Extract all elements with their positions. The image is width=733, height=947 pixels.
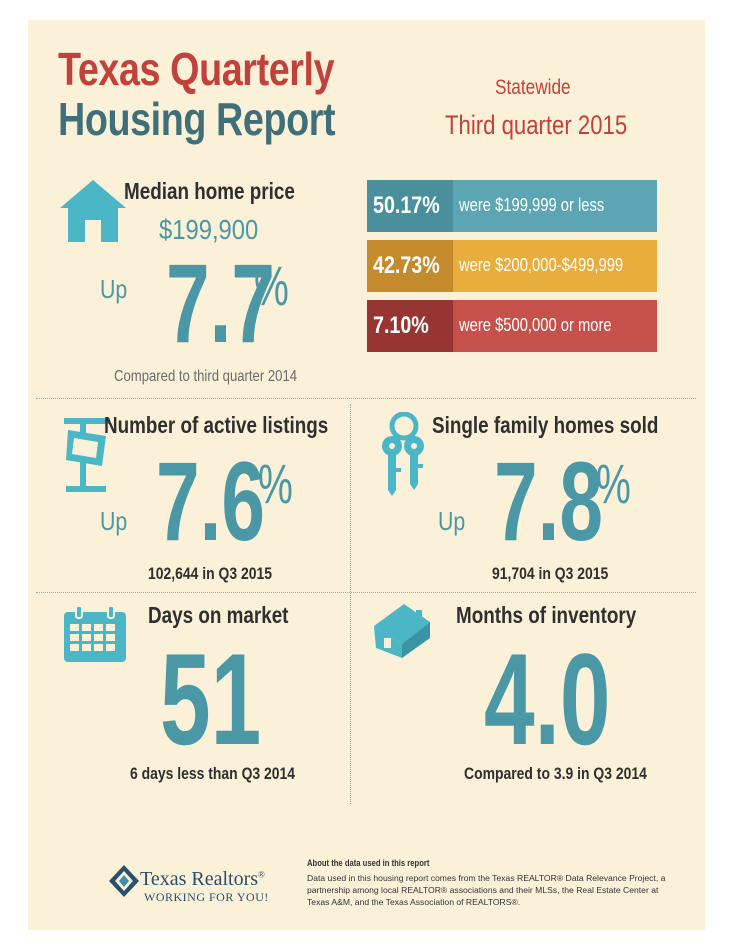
sold-change-value: 7.8 [494, 439, 603, 564]
price-band-3-percent: 7.10% [373, 312, 429, 339]
price-band-3: 7.10% were $500,000 or more [367, 300, 657, 352]
price-band-1-percent-box: 50.17% [367, 180, 453, 232]
sold-caption: 91,704 in Q3 2015 [492, 564, 609, 583]
divider-vertical [350, 404, 351, 804]
price-band-2-percent-box: 42.73% [367, 240, 453, 292]
inventory-label: Months of inventory [456, 602, 637, 628]
report-title-line2: Housing Report [58, 93, 336, 145]
sold-direction: Up [438, 506, 466, 536]
days-caption: 6 days less than Q3 2014 [130, 764, 296, 783]
calendar-icon [64, 605, 126, 662]
listings-change-value: 7.6 [156, 439, 265, 564]
sold-change-unit: % [596, 452, 631, 515]
median-change-unit: % [254, 254, 289, 317]
price-band-2-percent: 42.73% [373, 252, 440, 279]
price-band-1-label: were $199,999 or less [459, 195, 605, 215]
period-label: Third quarter 2015 [445, 110, 628, 140]
days-label: Days on market [148, 602, 289, 628]
median-price-value: $199,900 [159, 214, 259, 245]
median-change-value: 7.7 [166, 241, 275, 366]
listings-caption: 102,644 in Q3 2015 [148, 564, 273, 583]
price-band-3-label: were $500,000 or more [459, 315, 612, 335]
house-icon [60, 180, 126, 242]
about-title: About the data used in this report [307, 858, 430, 868]
about-body: Data used in this housing report comes f… [307, 873, 666, 907]
texas-realtors-logo-icon [109, 865, 139, 897]
price-band-3-percent-box: 7.10% [367, 300, 453, 352]
price-band-1-percent: 50.17% [373, 192, 440, 219]
for-sale-sign-icon [64, 418, 110, 492]
region-label: Statewide [495, 76, 571, 99]
listings-change-unit: % [258, 452, 293, 515]
listings-label: Number of active listings [104, 412, 329, 438]
inventory-value: 4.0 [484, 626, 611, 772]
listings-direction: Up [100, 506, 128, 536]
median-price-label: Median home price [124, 178, 295, 204]
days-value: 51 [160, 626, 262, 772]
brand-name-text: Texas Realtors [140, 868, 259, 890]
price-band-1: 50.17% were $199,999 or less [367, 180, 657, 232]
median-direction: Up [100, 274, 128, 304]
brand-name: Texas Realtors® [140, 868, 265, 891]
price-band-2: 42.73% were $200,000-$499,999 [367, 240, 657, 292]
price-band-2-label: were $200,000-$499,999 [459, 255, 624, 275]
inventory-caption: Compared to 3.9 in Q3 2014 [464, 764, 647, 783]
report-title-line1: Texas Quarterly [58, 43, 335, 95]
brand-tagline: WORKING FOR YOU! [144, 890, 269, 904]
divider-horizontal-1 [36, 398, 696, 399]
median-caption: Compared to third quarter 2014 [114, 368, 298, 385]
keys-icon [382, 412, 424, 496]
sold-label: Single family homes sold [432, 412, 659, 438]
report-page: Texas Quarterly Housing Report Statewide… [28, 20, 705, 930]
house-icon [374, 604, 430, 658]
divider-horizontal-2 [36, 592, 696, 593]
brand-reg-mark: ® [258, 869, 265, 880]
